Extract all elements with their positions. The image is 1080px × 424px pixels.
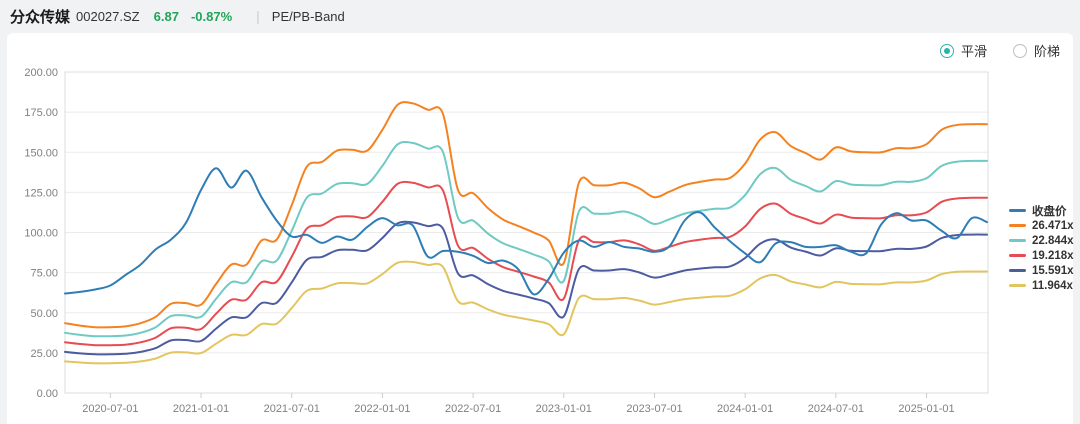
legend-label: 收盘价 [1032,205,1067,218]
radio-step-icon[interactable] [1012,43,1027,58]
series-line-15.591x [64,220,988,356]
x-axis-label: 2022-07-01 [445,403,501,415]
legend-item-22.844x[interactable]: 22.844x [1009,233,1074,248]
stock-code: 002027.SZ [76,8,140,24]
y-axis-label: 100.00 [24,228,58,240]
x-axis-label: 2024-07-01 [808,403,864,415]
stock-change: -0.87% [190,8,233,24]
x-axis-label: 2023-01-01 [536,403,592,415]
x-axis-label: 2024-01-01 [717,403,773,415]
x-axis-label: 2021-07-01 [264,403,320,415]
y-axis-label: 0.00 [37,388,58,400]
legend-label: 15.591x [1032,264,1074,277]
stock-name: 分众传媒 [10,8,71,26]
y-axis-label: 175.00 [24,107,58,119]
radio-smooth[interactable]: 平滑 [939,41,987,60]
smoothing-toggle: 平滑 阶梯 [939,41,1060,60]
legend-marker [1009,224,1026,227]
x-axis-label: 2022-01-01 [354,403,410,415]
chart-legend: 收盘价 26.471x 22.844x 19.218x 15.591x 11.964x [1009,203,1074,293]
legend-marker [1009,209,1026,212]
legend-label: 26.471x [1032,219,1074,232]
series-line-收盘价 [64,167,988,296]
radio-smooth-label: 平滑 [960,44,987,59]
view-title: PE/PB-Band [271,8,345,24]
plot-border [64,71,989,394]
x-axis-label: 2020-07-01 [82,403,138,415]
y-axis-label: 125.00 [24,187,58,199]
legend-marker [1009,269,1026,272]
y-axis-label: 50.00 [30,308,58,320]
y-axis-label: 150.00 [24,147,58,159]
legend-item-收盘价[interactable]: 收盘价 [1009,203,1074,218]
legend-label: 19.218x [1032,249,1074,262]
legend-marker [1009,284,1026,287]
y-axis-label: 200.00 [24,67,58,79]
legend-marker [1009,239,1026,242]
header: 分众传媒 002027.SZ 6.87 -0.87% | PE/PB-Band [0,0,1080,32]
legend-label: 11.964x [1032,279,1073,292]
series-line-22.844x [64,140,988,338]
stock-price: 6.87 [153,8,179,24]
radio-step[interactable]: 阶梯 [1012,41,1060,60]
radio-step-label: 阶梯 [1033,44,1060,59]
radio-smooth-icon[interactable] [939,43,954,58]
x-axis-label: 2023-07-01 [626,403,682,415]
y-axis-label: 25.00 [30,348,58,360]
legend-item-19.218x[interactable]: 19.218x [1009,248,1074,263]
legend-label: 22.844x [1032,234,1074,247]
legend-item-11.964x[interactable]: 11.964x [1009,278,1074,293]
series-line-11.964x [64,260,988,365]
x-axis-label: 2021-01-01 [173,403,229,415]
x-axis-label: 2025-01-01 [898,403,954,415]
y-axis-label: 75.00 [30,268,58,280]
series-line-19.218x [64,180,988,347]
series-line-26.471x [64,101,988,329]
legend-item-15.591x[interactable]: 15.591x [1009,263,1074,278]
plot-area[interactable] [65,72,988,393]
header-divider: | [256,8,260,24]
chart-card [7,33,1073,424]
legend-marker [1009,254,1026,257]
legend-item-26.471x[interactable]: 26.471x [1009,218,1074,233]
